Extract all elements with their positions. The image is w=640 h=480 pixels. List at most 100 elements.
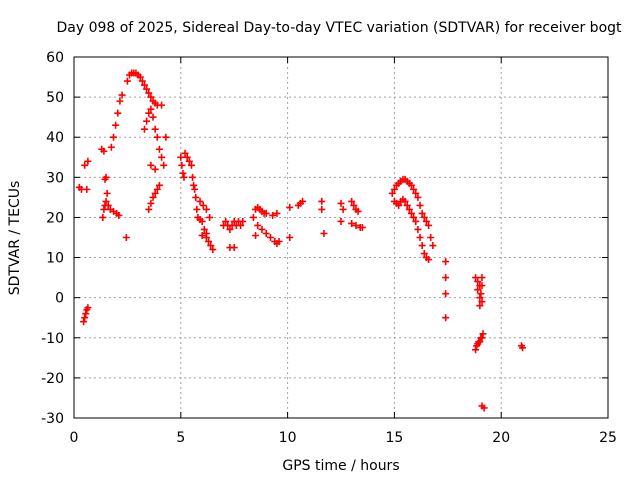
data-point-midday <box>252 231 260 239</box>
data-point-early <box>110 133 118 141</box>
grid-lines <box>74 57 608 418</box>
y-tick-label: 0 <box>55 291 64 307</box>
data-point-afternoon-peak <box>442 258 450 266</box>
data-point-midday <box>183 153 191 161</box>
data-point-early <box>82 310 90 318</box>
data-point-midday <box>185 157 193 165</box>
data-point-early <box>104 201 112 209</box>
data-point-night <box>476 338 484 346</box>
data-point-afternoon-peak <box>390 185 398 193</box>
data-point-morning-peak <box>147 93 155 101</box>
data-point-night <box>476 302 484 310</box>
data-point-morning-peak <box>147 105 155 113</box>
axis-ticks <box>73 56 609 419</box>
data-point-midday <box>318 205 326 213</box>
y-tick-label: 40 <box>46 130 64 146</box>
data-point-midday <box>179 169 187 177</box>
y-tick-label: 20 <box>46 210 64 226</box>
data-point-morning-peak <box>153 133 161 141</box>
data-point-midday <box>348 197 356 205</box>
data-point-early <box>115 211 123 219</box>
data-point-early <box>84 157 92 165</box>
data-point-midday <box>226 225 234 233</box>
data-point-afternoon-peak <box>425 256 433 264</box>
x-tick-label: 15 <box>385 430 403 446</box>
data-point-morning-peak <box>145 109 153 117</box>
x-tick-labels: 0 5 10 15 20 25 <box>70 430 617 446</box>
data-point-afternoon-peak <box>420 250 428 258</box>
data-point-early <box>114 109 122 117</box>
data-point-afternoon-peak <box>403 201 411 209</box>
data-point-midday <box>337 199 345 207</box>
data-point-afternoon-peak <box>395 201 403 209</box>
data-point-early <box>84 304 92 312</box>
data-point-midday <box>192 193 200 201</box>
data-point-morning-peak <box>145 205 153 213</box>
data-point-night <box>478 274 486 282</box>
y-tick-labels: -30 -20 -10 0 10 20 30 40 50 60 <box>41 50 64 427</box>
plot-frame <box>73 56 609 419</box>
data-point-morning-peak <box>143 117 151 125</box>
data-point-midday <box>199 201 207 209</box>
data-point-midday <box>198 231 206 239</box>
data-point-midday <box>193 205 201 213</box>
x-tick-label: 20 <box>492 430 510 446</box>
data-point-afternoon-peak <box>425 221 433 229</box>
x-tick-label: 10 <box>279 430 297 446</box>
data-point-afternoon-peak <box>414 225 422 233</box>
data-point-midday <box>178 161 186 169</box>
data-point-night <box>478 334 486 342</box>
data-point-morning-peak <box>147 161 155 169</box>
data-point-morning-peak <box>162 133 170 141</box>
data-point-midday <box>222 217 230 225</box>
data-point-afternoon-peak <box>429 242 437 250</box>
data-point-midday <box>249 213 257 221</box>
data-point-midday <box>230 244 238 252</box>
data-point-early <box>100 147 108 155</box>
data-point-early <box>83 185 91 193</box>
data-point-midday <box>258 225 266 233</box>
data-point-midday <box>200 225 208 233</box>
data-point-afternoon-peak <box>401 197 409 205</box>
data-point-early <box>101 175 109 183</box>
data-point-midday <box>207 242 215 250</box>
data-point-early <box>99 213 107 221</box>
data-point-afternoon-peak <box>422 217 430 225</box>
data-point-midday <box>318 197 326 205</box>
data-point-afternoon-peak <box>416 201 424 209</box>
data-point-midday <box>202 229 210 237</box>
data-point-morning-peak <box>145 89 153 97</box>
data-point-midday <box>262 209 270 217</box>
data-point-midday <box>237 221 245 229</box>
y-tick-label: -20 <box>41 371 64 387</box>
data-point-early <box>118 91 126 99</box>
data-point-midday <box>339 205 347 213</box>
data-point-night <box>474 286 482 294</box>
data-point-morning-peak <box>143 85 151 93</box>
data-point-midday <box>181 149 189 157</box>
x-tick-label: 25 <box>599 430 617 446</box>
data-point-midday <box>189 173 197 181</box>
data-point-early <box>80 318 88 326</box>
data-point-midday <box>239 217 247 225</box>
data-point-midday <box>262 229 270 237</box>
y-tick-label: 60 <box>46 50 64 66</box>
data-point-midday <box>205 238 213 246</box>
data-point-afternoon-peak <box>410 185 418 193</box>
data-point-morning-peak <box>138 77 146 85</box>
data-point-early <box>107 143 115 151</box>
data-point-midday <box>177 153 185 161</box>
data-point-afternoon-peak <box>412 189 420 197</box>
data-point-midday <box>286 203 294 211</box>
data-point-early <box>103 189 111 197</box>
data-point-midday <box>320 229 328 237</box>
data-point-midday <box>348 219 356 227</box>
y-tick-label: 30 <box>46 170 64 186</box>
data-point-midday <box>269 211 277 219</box>
data-point-night <box>480 404 488 412</box>
data-markers <box>75 69 527 412</box>
data-point-early <box>102 197 110 205</box>
data-point-early <box>81 161 89 169</box>
